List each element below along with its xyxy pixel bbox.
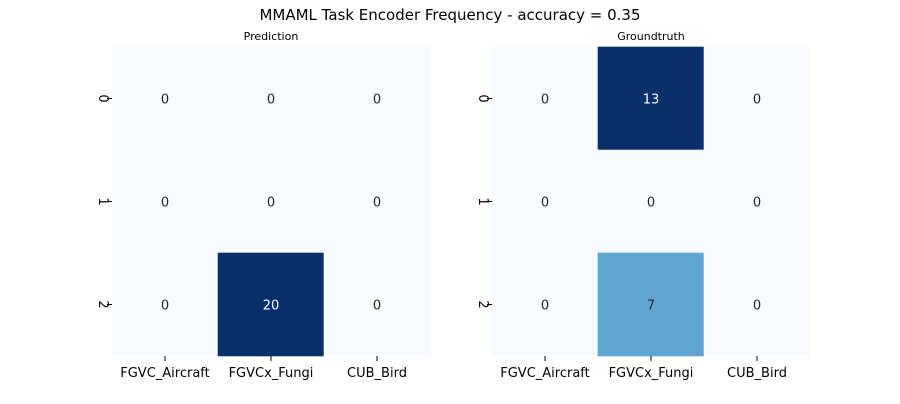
cell-value-label: 0	[373, 93, 381, 108]
cell-value-label: 0	[161, 196, 169, 211]
heatmap-cell	[111, 252, 219, 357]
cell-value-label: 20	[263, 299, 280, 314]
x-tick-label: CUB_Bird	[727, 366, 787, 381]
cell-value-label: 0	[267, 196, 275, 211]
heatmap-cell	[597, 46, 705, 151]
cell-value-label: 0	[373, 299, 381, 314]
heatmap-cell	[703, 149, 811, 254]
cell-value-label: 0	[753, 93, 761, 108]
cell-value-label: 0	[541, 196, 549, 211]
cell-value-label: 0	[753, 299, 761, 314]
cell-value-label: 0	[161, 299, 169, 314]
y-tick-label: 0	[95, 94, 110, 102]
x-tick-label: FGVC_Aircraft	[120, 366, 210, 381]
heatmap-cell	[491, 149, 599, 254]
cell-value-label: 0	[541, 299, 549, 314]
heatmap-cell	[217, 46, 325, 151]
heatmap-cell	[491, 252, 599, 357]
heatmap-cell	[597, 252, 705, 357]
figure-title: MMAML Task Encoder Frequency - accuracy …	[259, 6, 640, 24]
x-tick-label: FGVCx_Fungi	[229, 366, 314, 381]
y-tick-label: 2	[95, 300, 110, 308]
x-tick-label: FGVCx_Fungi	[609, 366, 694, 381]
cell-value-label: 0	[753, 196, 761, 211]
heatmap-panel-groundtruth: Groundtruth 0 13 0 0 0 0 0 7 0 FGVC_Aircraft FGVCx…	[475, 30, 811, 381]
cell-value-label: 7	[647, 299, 655, 314]
cell-value-label: 0	[267, 93, 275, 108]
x-tick-label: CUB_Bird	[347, 366, 407, 381]
heatmap-cell	[597, 149, 705, 254]
panel-title: Prediction	[244, 30, 299, 43]
x-tick-label: FGVC_Aircraft	[500, 366, 590, 381]
heatmap-cell	[323, 252, 431, 357]
y-tick-label: 0	[475, 94, 490, 102]
heatmap-cell	[703, 252, 811, 357]
heatmap-cell	[703, 46, 811, 151]
cell-value-label: 0	[373, 196, 381, 211]
heatmap-cell	[111, 46, 219, 151]
cell-value-label: 0	[541, 93, 549, 108]
y-tick-label: 2	[475, 300, 490, 308]
heatmap-cell	[323, 149, 431, 254]
heatmap-cell	[111, 149, 219, 254]
cell-value-label: 0	[161, 93, 169, 108]
cell-value-label: 13	[643, 93, 660, 108]
y-tick-label: 1	[475, 197, 490, 205]
heatmap-cell	[217, 252, 325, 357]
y-tick-label: 1	[95, 197, 110, 205]
heatmap-cell	[323, 46, 431, 151]
cell-value-label: 0	[647, 196, 655, 211]
heatmap-cells: 0 13 0 0 0 0 0 7 0 FGVC_Aircraft FGVCx_Fungi CUB_Bi…	[475, 46, 811, 381]
panel-title: Groundtruth	[617, 30, 685, 43]
heatmap-cell	[491, 46, 599, 151]
